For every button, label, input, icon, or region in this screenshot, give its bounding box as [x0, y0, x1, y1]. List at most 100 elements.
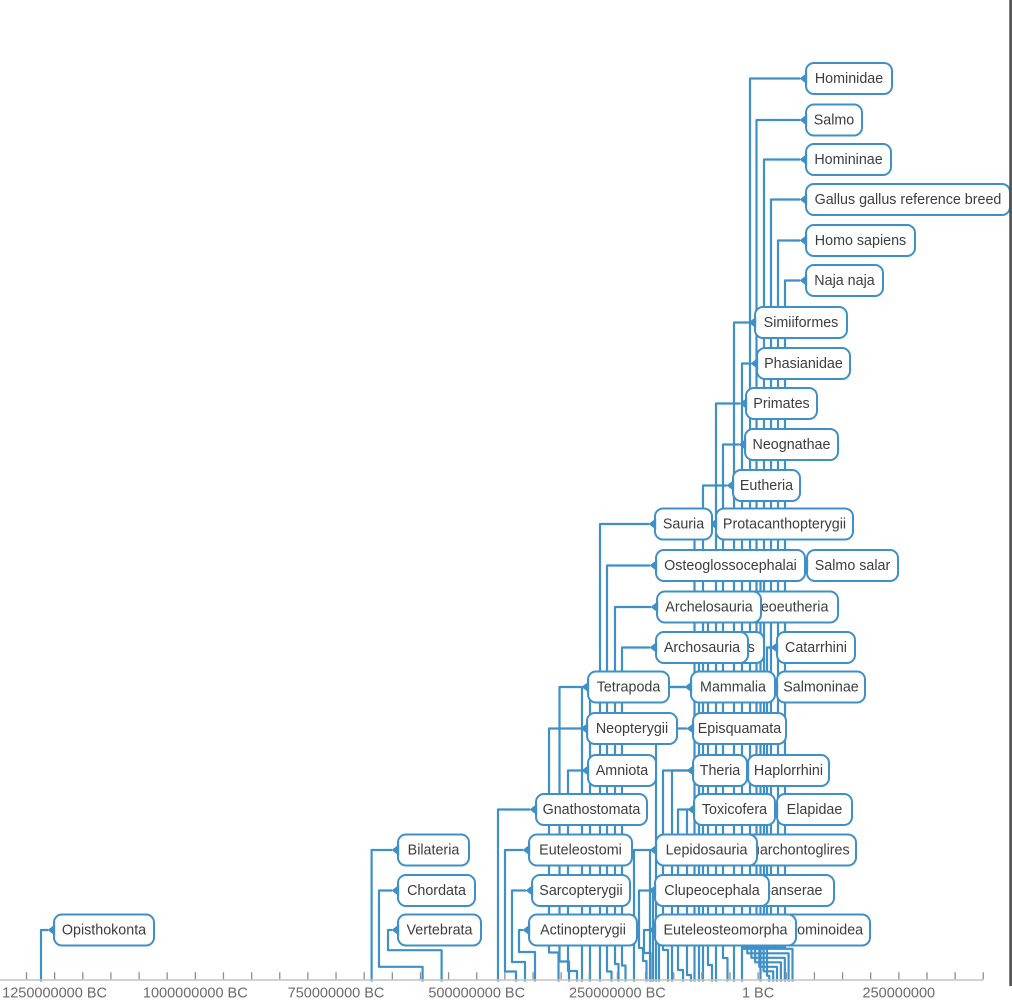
connector-vertebrata	[386, 928, 443, 982]
node-label-homo-sapiens: Homo sapiens	[815, 233, 906, 249]
node-homo-sapiens[interactable]: Homo sapiens	[799, 224, 916, 257]
node-arrow-lepidosauria	[649, 844, 658, 856]
node-osteoglossocephalai[interactable]: Osteoglossocephalai	[649, 549, 806, 582]
node-arrow-bilateria	[391, 844, 400, 856]
node-archosauria[interactable]: Archosauria	[649, 631, 749, 664]
connector-euteleostomi	[503, 848, 523, 982]
node-arrow-archosauria	[649, 641, 658, 654]
node-episquamata[interactable]: Episquamata	[686, 712, 787, 745]
node-arrow-euteleosteomorpha	[648, 924, 657, 936]
node-label-salmo: Salmo	[814, 113, 855, 129]
node-euteleostomi[interactable]: Euteleostomi	[522, 833, 633, 867]
node-naja-naja[interactable]: Naja naja	[799, 264, 884, 297]
node-theria[interactable]: Theria	[686, 754, 748, 787]
node-label-lepidosauria: Lepidosauria	[666, 843, 748, 859]
node-arrow-naja-naja	[799, 274, 808, 287]
axis-label: 1 BC	[742, 986, 774, 1002]
node-arrow-homo-sapiens	[799, 234, 808, 247]
node-chordata[interactable]: Chordata	[391, 874, 476, 907]
node-arrow-primates	[739, 397, 748, 410]
connector-homo-sapiens	[758, 239, 800, 982]
connector-neognathae	[721, 443, 739, 982]
node-salmoninae[interactable]: Salmoninae	[770, 670, 866, 704]
axis-label: 1000000000 BC	[143, 986, 248, 1002]
node-label-euteleostomi: Euteleostomi	[539, 843, 622, 859]
connector-homininae	[750, 158, 800, 982]
node-arrow-actinopterygii	[522, 924, 531, 936]
node-neognathae[interactable]: Neognathae	[738, 428, 839, 461]
node-euteleosteomorpha[interactable]: Euteleosteomorpha	[648, 913, 797, 947]
connector-actinopterygii	[517, 928, 537, 982]
node-salmo-salar[interactable]: Salmo salar	[800, 549, 899, 582]
node-mammalia[interactable]: Mammalia	[684, 670, 776, 704]
connector-primates	[714, 402, 740, 982]
connector-salmo	[746, 118, 800, 982]
node-haplorrhini[interactable]: Haplorrhini	[741, 754, 830, 787]
node-simiiformes[interactable]: Simiiformes	[748, 306, 848, 339]
node-arrow-sauria	[648, 518, 657, 530]
node-homininae[interactable]: Homininae	[799, 143, 892, 176]
node-protacanthopterygii[interactable]: Protacanthopterygii	[709, 507, 854, 541]
node-toxicofera[interactable]: Toxicofera	[687, 793, 776, 826]
node-arrow-neopterygii	[580, 722, 589, 735]
node-arrow-mammalia	[684, 681, 693, 693]
connector-gnathostomata	[496, 808, 530, 982]
node-label-homininae: Homininae	[814, 152, 882, 168]
connector-catarrhini	[765, 646, 771, 982]
connector-bilateria	[370, 848, 392, 982]
node-label-opisthokonta: Opisthokonta	[62, 923, 146, 939]
node-label-elapidae: Elapidae	[787, 802, 843, 818]
node-elapidae[interactable]: Elapidae	[770, 793, 853, 826]
node-neopterygii[interactable]: Neopterygii	[580, 712, 678, 745]
node-label-neognathae: Neognathae	[753, 437, 831, 453]
node-sarcopterygii[interactable]: Sarcopterygii	[525, 874, 631, 907]
node-label-vertebrata: Vertebrata	[407, 923, 473, 939]
connector-amniota	[566, 769, 582, 982]
node-gallus[interactable]: Gallus gallus reference breed	[799, 183, 1011, 216]
node-primates[interactable]: Primates	[739, 387, 818, 420]
node-archelosauria[interactable]: Archelosauria	[650, 590, 762, 624]
node-arrow-tetrapoda	[581, 681, 590, 693]
node-clupeocephala[interactable]: Clupeocephala	[648, 874, 770, 907]
axis-label: 500000000 BC	[428, 986, 525, 1002]
connector-toxicofera	[676, 808, 688, 982]
node-label-sauria: Sauria	[663, 517, 704, 533]
node-arrow-opisthokonta	[47, 924, 56, 936]
connector-gallus	[754, 198, 800, 982]
node-label-gallus: Gallus gallus reference breed	[815, 192, 1002, 208]
node-arrow-episquamata	[686, 722, 695, 735]
node-lepidosauria[interactable]: Lepidosauria	[649, 833, 758, 867]
node-label-theria: Theria	[700, 763, 741, 779]
node-euarchontoglires[interactable]: Euarchontoglires	[729, 833, 857, 867]
node-tetrapoda[interactable]: Tetrapoda	[581, 670, 670, 704]
node-eutheria[interactable]: Eutheria	[726, 469, 801, 502]
node-arrow-chordata	[391, 884, 400, 897]
node-salmo[interactable]: Salmo	[799, 103, 863, 137]
connector-archelosauria	[613, 605, 651, 982]
connector-theria	[670, 769, 687, 982]
node-sauria[interactable]: Sauria	[648, 507, 713, 541]
node-vertebrata[interactable]: Vertebrata	[391, 913, 482, 947]
node-phasianidae[interactable]: Phasianidae	[750, 347, 851, 380]
node-label-euarchontoglires: Euarchontoglires	[742, 843, 849, 859]
connector-neopterygii	[547, 727, 581, 982]
node-arrow-hominidae	[799, 72, 808, 85]
node-catarrhini[interactable]: Catarrhini	[770, 631, 856, 664]
node-arrow-euteleostomi	[522, 844, 531, 856]
node-boxes: Hominidae Salmo Homininae Gallus gallus ref…	[47, 62, 1011, 947]
node-arrow-sarcopterygii	[525, 884, 534, 897]
node-label-mammalia: Mammalia	[700, 680, 766, 696]
node-bilateria[interactable]: Bilateria	[391, 833, 470, 867]
node-opisthokonta[interactable]: Opisthokonta	[47, 913, 155, 947]
node-arrow-amniota	[581, 764, 590, 777]
node-gnathostomata[interactable]: Gnathostomata	[529, 793, 648, 826]
node-label-simiiformes: Simiiformes	[764, 315, 839, 331]
node-actinopterygii[interactable]: Actinopterygii	[522, 913, 638, 947]
node-arrow-gnathostomata	[529, 803, 538, 816]
node-label-salmo-salar: Salmo salar	[815, 558, 891, 574]
node-label-salmoninae: Salmoninae	[783, 680, 859, 696]
node-amniota[interactable]: Amniota	[581, 754, 657, 787]
connector-euteleosteomorpha	[642, 928, 652, 982]
node-hominidae[interactable]: Hominidae	[799, 62, 893, 95]
